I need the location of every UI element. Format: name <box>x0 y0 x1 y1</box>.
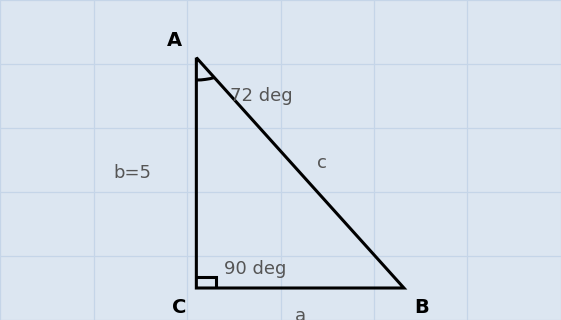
Text: B: B <box>414 298 429 316</box>
Text: A: A <box>167 31 182 50</box>
Text: C: C <box>172 298 186 316</box>
Text: c: c <box>317 154 327 172</box>
Text: b=5: b=5 <box>113 164 151 182</box>
Text: a: a <box>295 307 306 320</box>
Text: 90 deg: 90 deg <box>224 260 287 278</box>
Text: 72 deg: 72 deg <box>230 87 293 105</box>
